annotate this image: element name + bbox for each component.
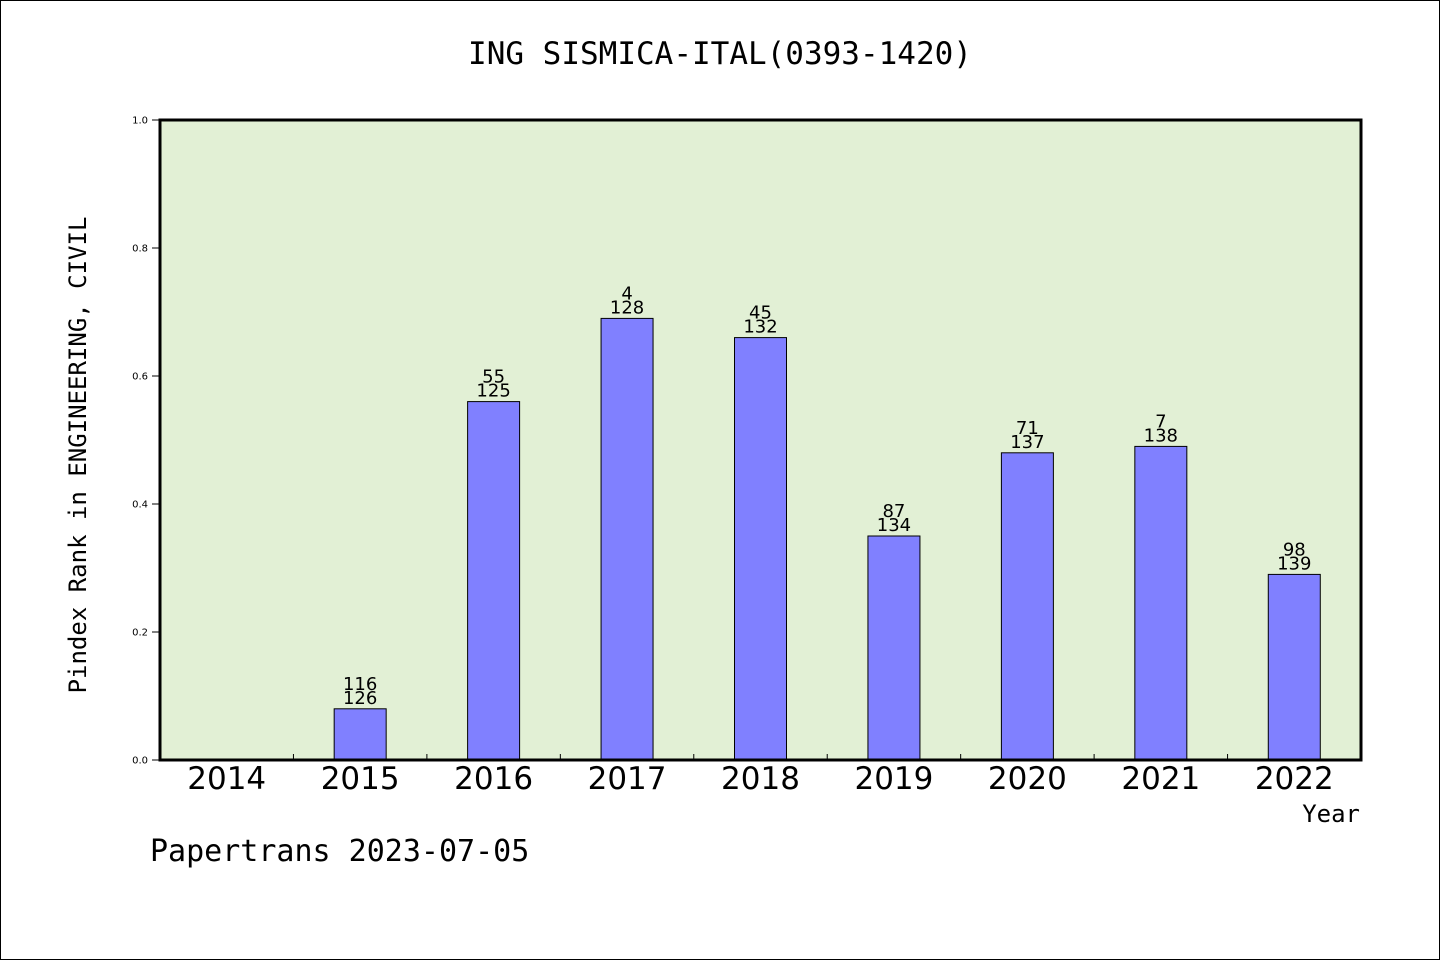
chart-title: ING SISMICA-ITAL(0393-1420) [468,36,972,72]
bar-2021 [1134,445,1188,761]
x-tick-label: 2015 [321,761,400,797]
y-tick-label: 0.4 [132,500,148,511]
bar-label-rank: 45 [749,303,772,324]
y-tick-label: 0.2 [132,628,148,639]
bar-2015 [333,708,387,761]
y-tick-label: 0.6 [132,372,148,383]
bar-label-total: 137 [1010,432,1044,453]
bar-label-total: 134 [877,515,911,536]
bar-label-rank: 98 [1283,539,1306,560]
x-tick-label: 2019 [854,761,933,797]
x-tick-label: 2022 [1255,761,1334,797]
plot-border [158,118,1363,762]
bar-2017 [600,317,654,761]
bar-label-total: 128 [610,297,644,318]
bar-label-total: 138 [1144,425,1178,446]
bar-label-total: 139 [1277,553,1311,574]
bar-label-total: 125 [476,381,510,402]
x-tick-label: 2016 [454,761,533,797]
bar-label-rank: 116 [343,674,377,695]
x-axis-label: Year [1302,800,1360,828]
bar-2022 [1267,573,1321,761]
bar-label-rank: 87 [882,501,905,522]
x-tick-label: 2021 [1121,761,1200,797]
bar-label-rank: 4 [621,283,632,304]
bar-label-rank: 7 [1155,411,1166,432]
y-tick-label: 1.0 [132,116,148,127]
y-tick-label: 0.0 [132,756,148,767]
x-tick-label: 2018 [721,761,800,797]
bar-label-total: 132 [743,317,777,338]
bar-label-rank: 71 [1016,418,1039,439]
footer-text: Papertrans 2023-07-05 [150,834,530,869]
x-tick-label: 2020 [988,761,1067,797]
bar-2016 [467,401,521,761]
bar-2020 [1000,452,1054,761]
x-tick-label: 2017 [588,761,667,797]
bar-2019 [867,535,921,761]
bar-label-total: 126 [343,688,377,709]
bar-label-rank: 55 [482,367,505,388]
bar-2018 [734,337,787,761]
y-tick-label: 0.8 [132,244,148,255]
x-tick-label: 2014 [187,761,266,797]
